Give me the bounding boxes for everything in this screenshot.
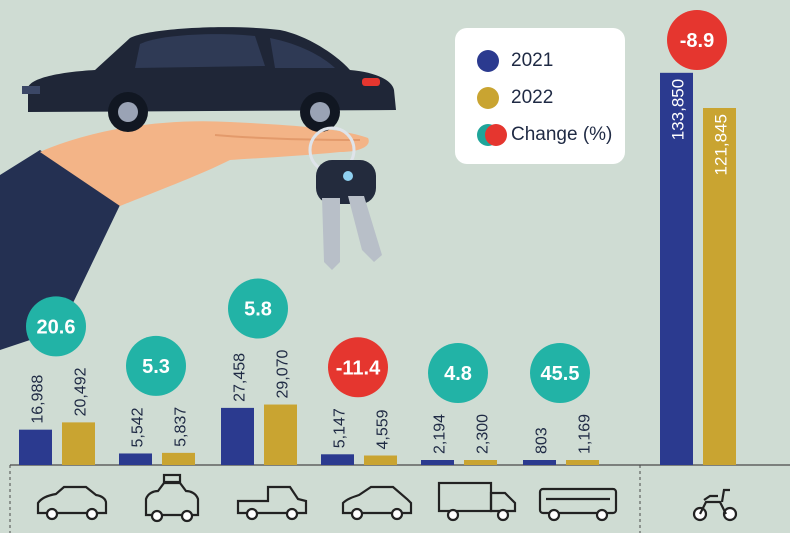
bar-2022-0 (62, 422, 95, 465)
bar-2022-1 (162, 452, 195, 465)
bus-icon (538, 487, 618, 522)
value-label-2021-6: 133,850 (669, 79, 688, 140)
legend-label-2021: 2021 (511, 50, 554, 71)
value-label-2021-2: 27,458 (232, 353, 249, 402)
value-label-2022-3: 4,559 (375, 409, 392, 449)
legend-label-change: Change (%) (511, 124, 613, 145)
bar-2021-3 (321, 454, 354, 465)
change-label-5: 45.5 (541, 363, 580, 385)
value-label-2021-1: 5,542 (130, 407, 147, 447)
change-label-6: -8.9 (680, 30, 714, 52)
pickup-truck-icon (236, 485, 308, 521)
legend-label-2022: 2022 (511, 87, 554, 108)
legend-swatch-2021 (477, 50, 499, 72)
bar-2022-4 (464, 460, 497, 465)
change-label-3: -11.4 (336, 357, 381, 379)
bar-2022-6 (703, 107, 736, 466)
change-label-4: 4.8 (444, 363, 472, 385)
bar-2021-4 (421, 460, 454, 465)
bar-2022-3 (364, 455, 397, 465)
car-hand-keys-illustration (0, 27, 396, 350)
change-bubble-6 (667, 10, 727, 70)
bar-2022-5 (566, 460, 599, 465)
bar-2021-2 (221, 407, 254, 465)
legend-item-change: Change (%) (477, 120, 612, 150)
value-label-2022-0: 20,492 (73, 367, 90, 416)
change-bubble-2 (228, 278, 288, 339)
bar-2021-1 (119, 453, 152, 465)
value-label-2021-0: 16,988 (30, 375, 47, 424)
scooter-icon (692, 488, 738, 522)
hatchback-icon (341, 485, 413, 521)
legend-item-2021: 2021 (477, 46, 553, 76)
change-label-0: 20.6 (37, 316, 76, 338)
bar-2022-2 (264, 404, 297, 465)
value-label-2021-5: 803 (534, 427, 551, 454)
value-label-2021-3: 5,147 (332, 408, 349, 448)
change-label-2: 5.8 (244, 299, 272, 321)
change-bubble-1 (126, 335, 186, 396)
legend-item-2022: 2022 (477, 83, 553, 113)
change-bubble-0 (26, 296, 86, 357)
change-bubble-4 (428, 343, 488, 403)
legend-swatch-2022 (477, 87, 499, 109)
value-label-2022-6: 121,845 (712, 114, 731, 175)
bar-2021-0 (19, 429, 52, 465)
truck-icon (437, 481, 517, 522)
change-bubble-3 (328, 337, 388, 398)
taxi-icon (144, 473, 200, 523)
value-label-2021-4: 2,194 (432, 414, 449, 454)
bar-2021-5 (523, 460, 556, 465)
bar-2021-6 (660, 72, 693, 465)
car-icon (36, 485, 108, 521)
value-label-2022-4: 2,300 (475, 414, 492, 454)
legend-swatch-change (477, 124, 507, 146)
change-label-1: 5.3 (142, 356, 170, 378)
value-label-2022-1: 5,837 (173, 407, 190, 447)
value-label-2022-2: 29,070 (275, 349, 292, 398)
legend: 2021 2022 Change (%) (455, 28, 625, 164)
value-label-2022-5: 1,169 (577, 414, 594, 454)
change-bubble-5 (530, 343, 590, 403)
